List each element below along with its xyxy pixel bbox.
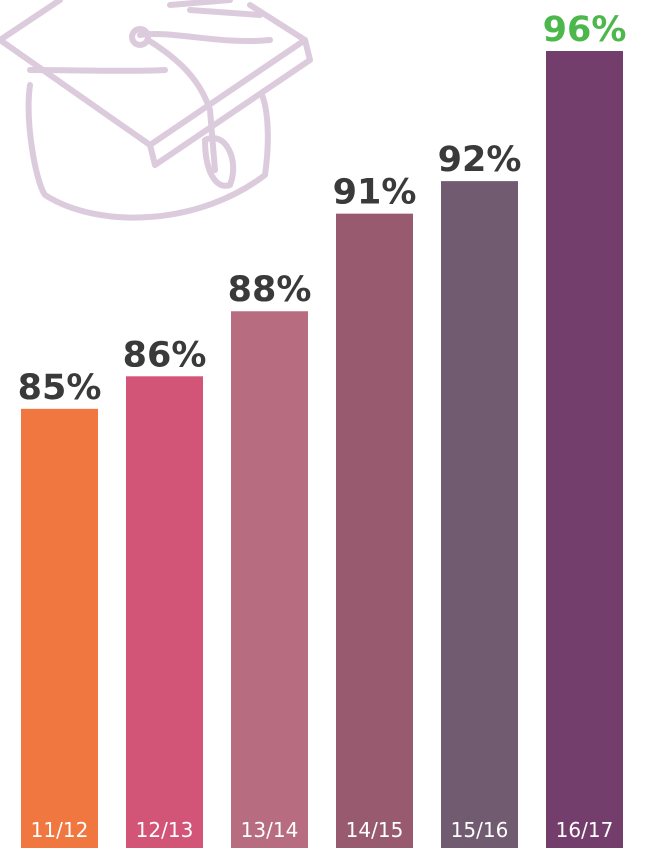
x-tick-label: 12/13 bbox=[136, 818, 194, 842]
value-label: 91% bbox=[333, 173, 417, 213]
bar bbox=[336, 213, 413, 848]
value-label: 88% bbox=[228, 270, 312, 310]
value-label: 85% bbox=[18, 368, 102, 408]
x-tick-label: 16/17 bbox=[556, 818, 614, 842]
value-label: 86% bbox=[123, 335, 207, 375]
value-label: 96% bbox=[543, 10, 627, 50]
bar bbox=[231, 311, 308, 848]
value-label: 92% bbox=[438, 140, 522, 180]
bar bbox=[546, 51, 623, 848]
bar bbox=[21, 408, 98, 848]
x-tick-label: 13/14 bbox=[241, 818, 299, 842]
bar bbox=[126, 376, 203, 848]
x-tick-label: 15/16 bbox=[451, 818, 509, 842]
x-tick-label: 14/15 bbox=[346, 818, 404, 842]
graduation-cap-illustration bbox=[0, 0, 313, 221]
bar bbox=[441, 181, 518, 848]
x-tick-label: 11/12 bbox=[31, 818, 89, 842]
